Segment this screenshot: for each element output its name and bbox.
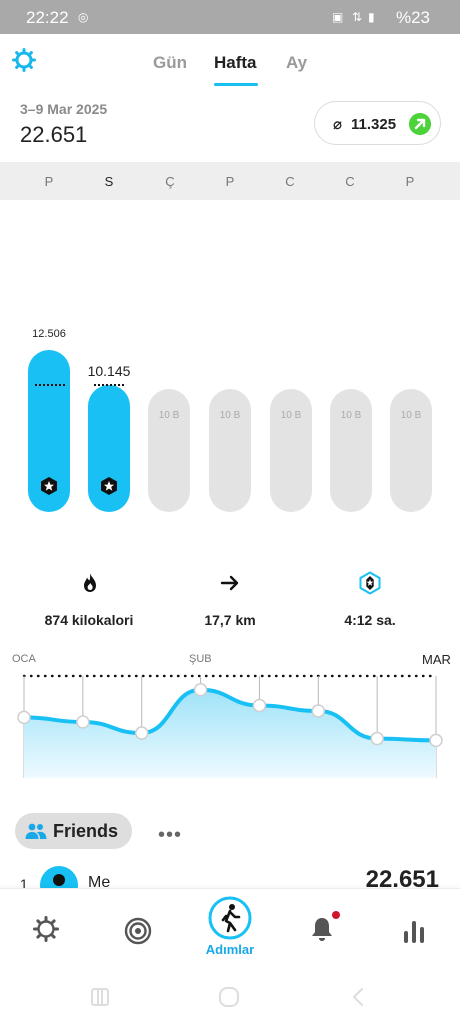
notification-icon: ▣ — [332, 10, 344, 24]
trend-up-arrow-icon — [409, 113, 431, 135]
goal-star-badge-icon — [41, 477, 57, 495]
trend-point — [134, 726, 149, 740]
weekly-total-steps: 22.651 — [20, 122, 88, 147]
goal-label: 10 B — [280, 410, 302, 421]
steps-walking-nav-icon[interactable] — [207, 895, 253, 941]
month-label: MAR — [422, 652, 451, 667]
trend-point — [311, 704, 326, 718]
nav-label-steps[interactable]: Adımlar — [205, 942, 255, 957]
bar-value-label: 12.506 — [32, 328, 66, 340]
weekday-label: S — [104, 174, 114, 189]
friends-people-icon — [25, 823, 47, 839]
goal-label: 10 B — [219, 410, 241, 421]
battery-level: %23 — [395, 8, 430, 27]
target-goal-nav-icon[interactable] — [124, 917, 152, 945]
active-tab-indicator — [214, 83, 258, 86]
average-steps-value: 11.325 — [351, 116, 397, 133]
goal-label: 10 B — [158, 410, 180, 421]
day-bar-friday[interactable] — [270, 389, 312, 512]
leaderboard-name: Me — [88, 874, 111, 891]
settings-gear-nav-icon[interactable] — [32, 915, 60, 943]
month-label: ŞUB — [189, 653, 212, 665]
friends-label: Friends — [53, 821, 119, 841]
flame-icon — [84, 573, 96, 592]
weekday-label: C — [285, 174, 295, 189]
trend-point — [193, 683, 208, 697]
goal-line — [94, 384, 124, 386]
calories-value: 874 kilokalori — [44, 612, 134, 628]
recent-apps-icon[interactable] — [89, 986, 111, 1008]
home-icon[interactable] — [218, 986, 240, 1008]
friends-button[interactable]: Friends — [15, 813, 132, 849]
tab-month[interactable]: Ay — [286, 53, 308, 72]
status-time: 22:22 — [26, 8, 69, 27]
bar-value-label: 10.145 — [87, 363, 131, 379]
settings-gear-icon[interactable] — [12, 48, 36, 72]
average-steps-pill[interactable]: ⌀ 11.325 — [314, 101, 441, 145]
weekday-label: P — [225, 174, 235, 189]
trend-point — [429, 733, 443, 748]
weekday-header: P S Ç P C C P — [0, 162, 460, 200]
trend-chart: OCA ŞUB MAR — [0, 650, 460, 790]
goal-label: 10 B — [400, 410, 422, 421]
day-bar-wednesday[interactable] — [148, 389, 190, 512]
active-time-value: 4:12 sa. — [344, 612, 396, 628]
day-bar-saturday[interactable] — [330, 389, 372, 512]
data-icon: ⇅ — [352, 10, 363, 24]
goal-label: 10 B — [340, 410, 362, 421]
goal-star-badge-icon — [101, 477, 117, 495]
statistics-bars-nav-icon[interactable] — [400, 917, 428, 945]
trend-point — [370, 731, 384, 746]
trend-point — [76, 715, 90, 729]
weekday-label: Ç — [165, 174, 175, 189]
arrow-right-icon — [220, 575, 239, 591]
goal-line — [35, 384, 65, 386]
weekday-label: C — [345, 174, 355, 189]
bell-notifications-nav-icon[interactable] — [308, 915, 336, 943]
notification-dot — [332, 911, 340, 919]
distance-value: 17,7 km — [204, 612, 256, 628]
trend-area — [24, 689, 436, 778]
day-bar-sunday[interactable] — [390, 389, 432, 512]
date-range: 3–9 Mar 2025 — [20, 101, 108, 117]
average-symbol: ⌀ — [333, 116, 343, 133]
system-navigation-bar — [0, 976, 460, 1024]
weekday-label: P — [44, 174, 54, 189]
month-label: OCA — [12, 653, 36, 665]
weekday-label: P — [405, 174, 415, 189]
tab-day[interactable]: Gün — [153, 53, 187, 72]
day-bar-thursday[interactable] — [209, 389, 251, 512]
trend-line — [22, 687, 438, 743]
accessibility-icon: ◎ — [78, 10, 89, 24]
active-time-star-icon — [359, 571, 381, 595]
more-options-icon[interactable]: ••• — [158, 824, 183, 846]
trend-point — [252, 698, 267, 713]
signal-icon: ▮ — [368, 10, 375, 24]
trend-point — [17, 710, 31, 725]
status-bar: 22:22 ◎ ▣ ⇅ ▮ %23 — [0, 0, 460, 34]
tab-week[interactable]: Hafta — [214, 53, 257, 72]
leaderboard-rank: 1 — [20, 876, 28, 892]
back-icon[interactable] — [348, 986, 370, 1008]
trend-line-svg — [17, 674, 443, 778]
bottom-navigation: Adımlar — [0, 888, 460, 976]
